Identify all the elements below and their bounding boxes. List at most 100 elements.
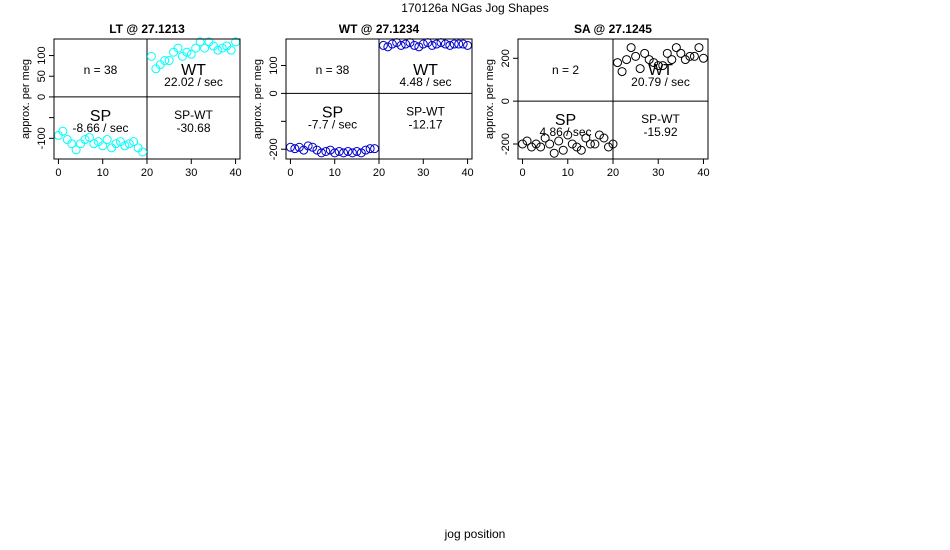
figure-title: 170126a NGas Jog Shapes: [401, 1, 549, 15]
data-point: [339, 148, 349, 158]
data-point: [685, 51, 695, 61]
y-tick-label: 50: [36, 70, 48, 82]
data-point: [365, 144, 375, 154]
data-point: [226, 45, 236, 55]
data-point: [308, 142, 318, 152]
data-point: [290, 144, 300, 154]
data-point: [217, 43, 227, 53]
data-point: [449, 39, 459, 49]
data-point: [312, 145, 322, 155]
x-tick-label: 20: [607, 167, 619, 179]
chart-panel-2: WT @ 27.1234 0 10 20 30 40 -200 0 100 approx. per…: [252, 22, 474, 179]
data-point: [622, 55, 632, 65]
data-point: [325, 145, 335, 155]
data-point: [440, 39, 450, 49]
data-point: [585, 139, 595, 149]
wt-label: WT: [413, 62, 438, 79]
x-tick-label: 20: [373, 167, 385, 179]
data-point: [80, 135, 90, 145]
data-point: [590, 139, 600, 149]
data-point: [458, 39, 468, 49]
data-point: [213, 45, 223, 55]
sp-wt-label: SP-WT: [406, 104, 445, 118]
chart-panel-1: LT @ 27.1213 0 10 20 30 40 -100 0 50 100 approx. p…: [20, 22, 242, 179]
data-point: [370, 144, 380, 154]
data-point: [445, 40, 455, 50]
data-point: [689, 51, 699, 61]
panel-title: LT @ 27.1213: [109, 22, 185, 36]
data-point: [173, 43, 183, 53]
data-point: [303, 141, 313, 151]
y-tick-label: -100: [36, 127, 48, 149]
data-point: [676, 48, 686, 58]
x-tick-label: 30: [417, 167, 429, 179]
data-point: [427, 40, 437, 50]
data-point: [347, 148, 357, 158]
data-point: [186, 49, 196, 59]
x-tick-label: 0: [519, 167, 525, 179]
data-point: [330, 148, 340, 158]
data-point: [378, 40, 388, 50]
count-label: n = 2: [552, 63, 579, 77]
x-tick-label: 20: [141, 167, 153, 179]
data-point: [536, 142, 546, 152]
data-point: [58, 126, 68, 136]
panel-title: WT @ 27.1234: [339, 22, 420, 36]
y-axis-label: approx. per meg: [484, 59, 496, 139]
sp-wt-value: -30.68: [176, 121, 210, 135]
wt-label: WT: [181, 62, 206, 79]
x-tick-label: 30: [652, 167, 664, 179]
sp-label: SP: [555, 112, 576, 129]
data-point: [352, 146, 362, 156]
data-point: [581, 133, 591, 143]
data-point: [662, 48, 672, 58]
data-point: [698, 53, 708, 63]
data-point: [613, 58, 623, 68]
data-point: [667, 55, 677, 65]
y-tick-label: 0: [268, 90, 280, 96]
data-point: [361, 145, 371, 155]
data-point: [436, 38, 446, 48]
data-point: [599, 133, 609, 143]
y-tick-label: 200: [500, 49, 512, 67]
data-point: [432, 39, 442, 49]
y-axis-label: approx. per meg: [252, 59, 264, 139]
count-label: n = 38: [316, 63, 350, 77]
y-tick-label: -200: [268, 138, 280, 160]
data-point: [563, 130, 573, 140]
data-point: [84, 132, 94, 142]
y-tick-label: 100: [36, 46, 48, 64]
data-point: [603, 142, 613, 152]
data-point: [396, 40, 406, 50]
data-point: [138, 147, 148, 157]
data-point: [160, 56, 170, 66]
x-tick-label: 10: [329, 167, 341, 179]
data-point: [518, 139, 528, 149]
data-point: [680, 55, 690, 65]
y-tick-label: 0: [500, 98, 512, 104]
x-tick-label: 40: [697, 167, 709, 179]
data-point: [387, 39, 397, 49]
data-point: [316, 148, 326, 158]
sp-wt-value: -12.17: [408, 117, 442, 131]
data-point: [164, 56, 174, 66]
data-point: [567, 139, 577, 149]
x-tick-label: 0: [55, 167, 61, 179]
data-point: [531, 139, 541, 149]
x-tick-label: 0: [287, 167, 293, 179]
data-point: [124, 139, 134, 149]
data-point: [120, 141, 130, 151]
data-point: [191, 43, 201, 53]
x-tick-label: 10: [97, 167, 109, 179]
sp-rate: -8.66 / sec: [72, 121, 128, 135]
panel-title: SA @ 27.1245: [574, 22, 652, 36]
data-point: [626, 43, 636, 53]
data-point: [111, 139, 121, 149]
data-point: [98, 141, 108, 151]
data-point: [383, 42, 393, 52]
data-point: [635, 64, 645, 74]
sp-wt-label: SP-WT: [641, 112, 680, 126]
wt-label: WT: [648, 62, 673, 79]
